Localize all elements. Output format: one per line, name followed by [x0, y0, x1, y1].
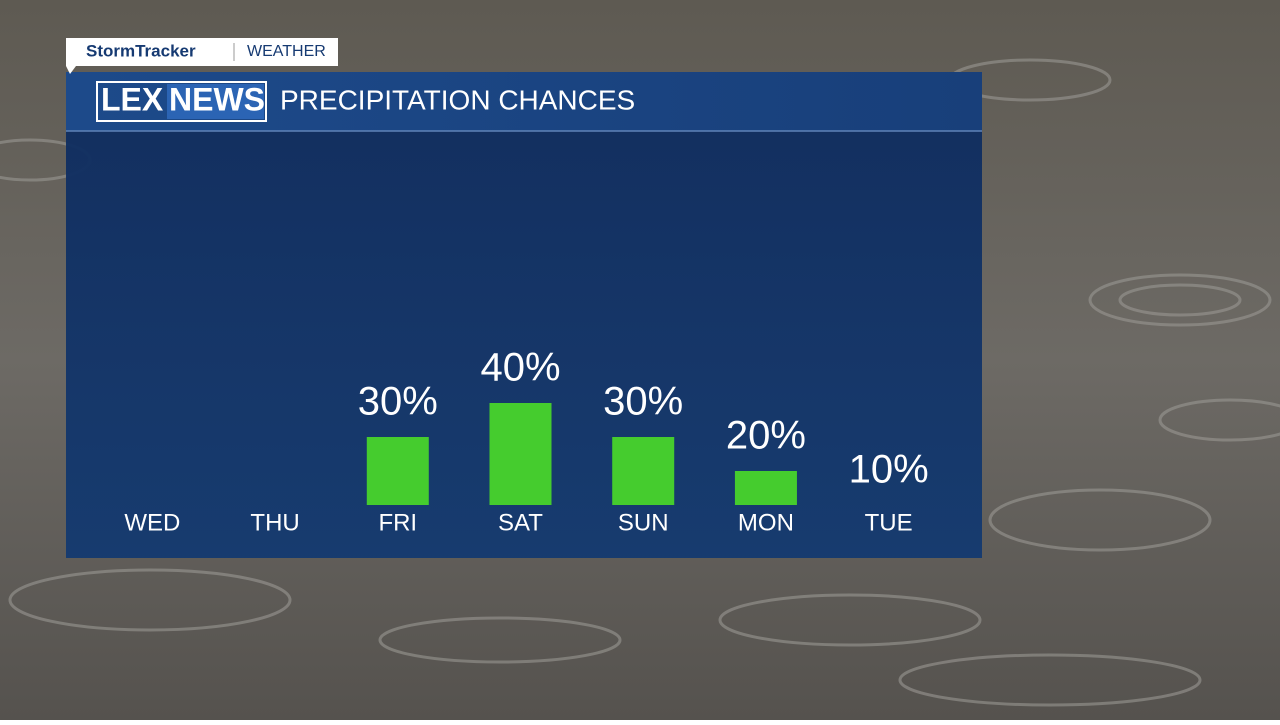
x-tick-label: THU	[250, 509, 299, 536]
value-label: 30%	[358, 380, 438, 424]
brand-tag-tail	[66, 66, 76, 74]
x-tick-label: FRI	[378, 509, 417, 536]
section: WEATHER	[247, 43, 326, 60]
logo-fill	[167, 84, 264, 119]
logo-left: LEX	[101, 81, 164, 117]
x-tick-label: SAT	[498, 509, 543, 536]
logo-box	[96, 81, 267, 122]
value-label: 30%	[603, 380, 683, 424]
value-label: 10%	[849, 448, 929, 492]
brand-tag	[66, 38, 338, 66]
x-tick-label: MON	[738, 509, 794, 536]
chart-title: PRECIPITATION CHANCES	[280, 84, 635, 115]
x-tick-label: SUN	[618, 509, 669, 536]
brand: StormTracker	[86, 41, 196, 60]
value-label: 40%	[480, 346, 560, 390]
x-tick-label: TUE	[865, 509, 913, 536]
bar	[734, 471, 797, 505]
x-tick-label: WED	[124, 509, 180, 536]
logo-right: NEWS	[169, 81, 265, 117]
bar	[489, 403, 552, 505]
bar	[366, 437, 429, 505]
value-label: 20%	[726, 414, 806, 458]
bar	[612, 437, 675, 505]
